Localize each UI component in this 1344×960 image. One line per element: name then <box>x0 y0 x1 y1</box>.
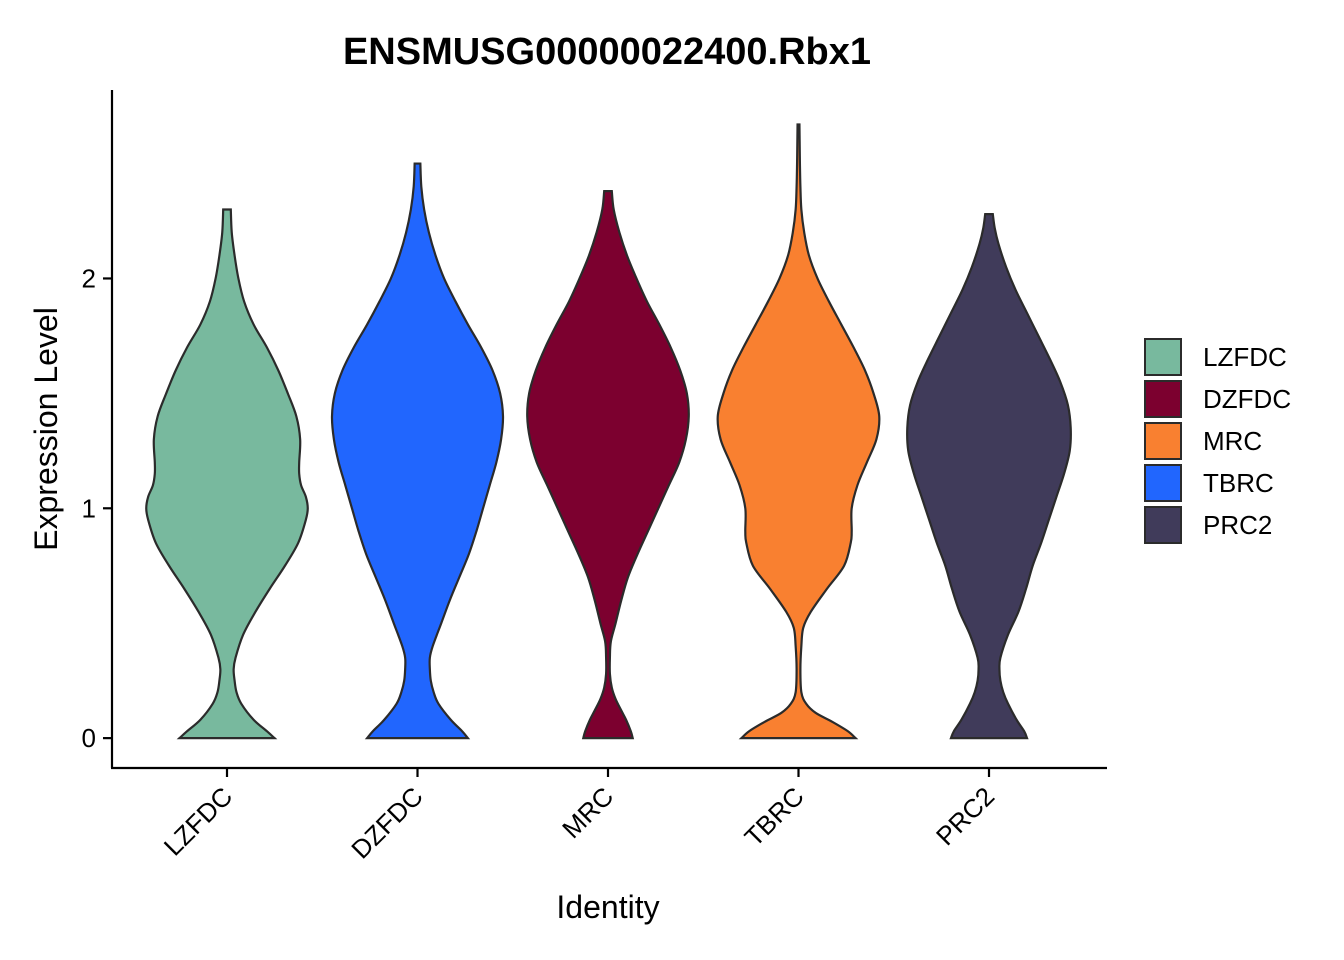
violins-group <box>145 123 1072 740</box>
legend-label: TBRC <box>1203 468 1274 498</box>
legend-swatch <box>1144 422 1182 460</box>
y-axis-ticks: 0 1 2 <box>82 263 112 753</box>
y-axis-title: Expression Level <box>28 307 64 551</box>
legend: LZFDC DZFDC MRC TBRC PRC2 <box>1144 338 1291 544</box>
x-tick-label: PRC2 <box>930 781 1000 851</box>
legend-swatch <box>1144 464 1182 502</box>
legend-swatch <box>1144 506 1182 544</box>
legend-swatch <box>1144 338 1182 376</box>
chart-title: ENSMUSG00000022400.Rbx1 <box>343 31 871 73</box>
legend-label: DZFDC <box>1203 384 1291 414</box>
y-tick-label: 1 <box>82 493 96 523</box>
x-axis-title: Identity <box>556 889 659 925</box>
violin-dzfdc <box>330 162 505 740</box>
violin-lzfdc <box>145 208 309 740</box>
violin-tbrc <box>716 123 881 740</box>
x-tick-label: DZFDC <box>345 781 429 865</box>
x-axis-ticks: LZFDC DZFDC MRC TBRC PRC2 <box>158 768 1000 865</box>
legend-label: LZFDC <box>1203 342 1287 372</box>
violin-prc2 <box>906 213 1072 740</box>
y-tick-label: 0 <box>82 723 96 753</box>
y-tick-label: 2 <box>82 263 96 293</box>
legend-label: MRC <box>1203 426 1262 456</box>
x-tick-label: LZFDC <box>158 781 238 861</box>
violin-mrc <box>526 190 690 740</box>
legend-swatch <box>1144 380 1182 418</box>
x-tick-label: TBRC <box>738 781 809 852</box>
x-tick-label: MRC <box>556 781 619 844</box>
legend-label: PRC2 <box>1203 510 1272 540</box>
